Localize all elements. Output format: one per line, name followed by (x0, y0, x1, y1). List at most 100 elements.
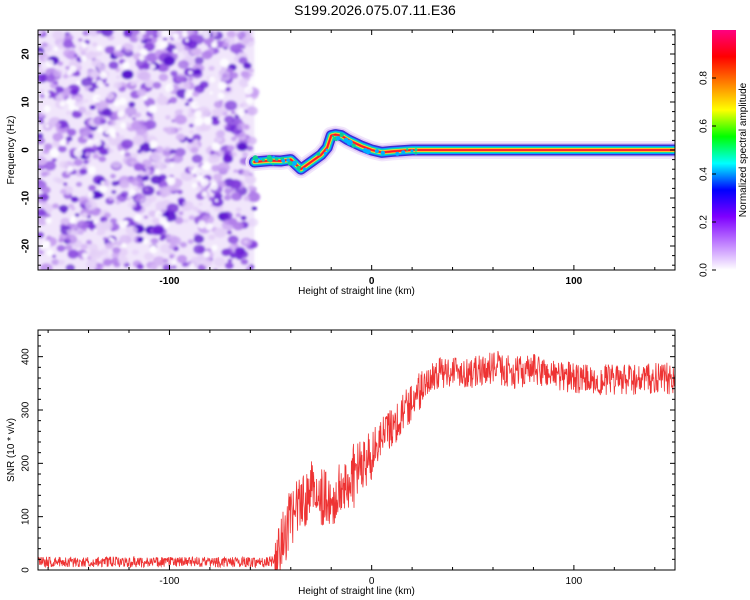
noise-blob (38, 73, 48, 83)
noise-blob (239, 78, 251, 88)
noise-blob (88, 201, 93, 206)
noise-gap (142, 238, 149, 245)
noise-blob (91, 58, 102, 68)
noise-blob (152, 256, 166, 266)
noise-blob (222, 42, 230, 48)
noise-blob (193, 244, 206, 255)
noise-blob (199, 80, 209, 89)
noise-blob (143, 252, 154, 261)
noise-blob (171, 119, 176, 123)
noise-blob (56, 178, 64, 184)
noise-blob (80, 77, 93, 87)
noise-blob (123, 30, 133, 38)
noise-gap (211, 244, 218, 251)
noise-blob (108, 136, 121, 146)
noise-blob (198, 202, 203, 206)
noise-blob (244, 175, 257, 185)
noise-blob (78, 106, 87, 114)
noise-gap (45, 240, 50, 246)
noise-blob (41, 42, 48, 48)
ridge-speck (410, 149, 414, 153)
noise-gap (123, 220, 129, 226)
noise-blob (108, 61, 119, 70)
noise-blob (169, 96, 178, 103)
noise-blob (124, 106, 137, 116)
noise-blob (174, 114, 187, 125)
noise-blob (44, 160, 57, 171)
noise-blob (215, 40, 225, 48)
noise-blob (121, 139, 134, 149)
noise-blob (65, 170, 71, 175)
ridge-speck (259, 157, 262, 161)
noise-gap (101, 181, 105, 185)
noise-blob (190, 147, 199, 154)
y-tick-label: 300 (21, 401, 32, 418)
noise-blob (76, 220, 88, 230)
noise-blob (208, 234, 216, 240)
noise-blob (112, 195, 118, 200)
noise-blob (98, 156, 107, 163)
noise-blob (45, 213, 51, 218)
noise-gap (184, 89, 193, 97)
noise-blob (103, 212, 112, 219)
noise-blob (115, 200, 121, 205)
noise-blob (81, 165, 87, 169)
noise-blob (235, 207, 242, 212)
noise-blob (212, 173, 223, 181)
noise-gap (73, 148, 83, 158)
noise-gap (93, 219, 98, 224)
noise-blob (163, 56, 176, 66)
noise-blob (188, 215, 196, 221)
y-tick-label: -20 (21, 238, 32, 253)
noise-blob (95, 222, 104, 230)
noise-gap (245, 96, 254, 105)
y-axis-label: SNR (10 * v/v) (6, 418, 17, 482)
ridge-speck (346, 139, 353, 146)
noise-blob (64, 244, 73, 251)
noise-blob (150, 151, 164, 162)
noise-blob (67, 249, 79, 259)
noise-blob (73, 158, 83, 167)
noise-blob (135, 58, 149, 69)
noise-blob (87, 133, 94, 139)
ridge-speck (395, 151, 400, 156)
noise-blob (94, 102, 100, 107)
noise-blob (57, 61, 64, 66)
noise-blob (80, 50, 87, 56)
noise-blob (195, 125, 205, 133)
noise-gap (113, 100, 121, 107)
noise-gap (79, 146, 84, 150)
noise-blob (131, 249, 139, 255)
noise-blob (231, 192, 243, 201)
noise-blob (174, 109, 183, 116)
noise-blob (111, 180, 119, 187)
noise-gap (65, 97, 73, 105)
noise-gap (43, 105, 51, 113)
noise-blob (111, 160, 122, 169)
noise-blob (197, 209, 203, 214)
noise-blob (246, 145, 254, 152)
x-axis-label: Height of straight line (km) (298, 286, 415, 297)
ridge-speck (380, 150, 385, 156)
noise-gap (194, 110, 202, 118)
noise-blob (175, 133, 186, 141)
noise-blob (162, 37, 168, 41)
noise-blob (38, 231, 45, 239)
noise-blob (223, 124, 228, 128)
noise-gap (81, 42, 88, 49)
colorbar-tick-label: 0.0 (699, 263, 710, 277)
noise-gap (211, 41, 218, 48)
noise-blob (51, 158, 57, 162)
noise-gap (208, 76, 216, 83)
noise-blob (245, 266, 253, 270)
noise-blob (70, 196, 79, 203)
noise-blob (38, 208, 46, 217)
noise-blob (62, 39, 74, 49)
x-tick-label: -100 (159, 276, 179, 287)
noise-blob (214, 49, 220, 54)
noise-blob (150, 175, 162, 185)
noise-gap (149, 144, 155, 149)
noise-gap (194, 117, 204, 126)
noise-blob (125, 225, 138, 236)
noise-gap (67, 165, 74, 173)
